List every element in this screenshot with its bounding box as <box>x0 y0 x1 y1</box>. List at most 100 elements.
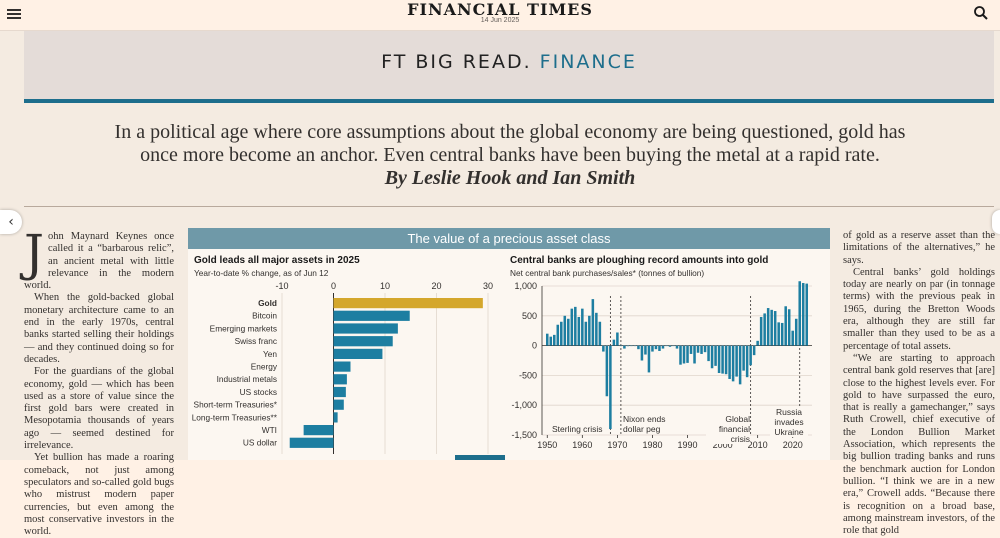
annotation-ukraine: Russia invades Ukraine <box>770 407 808 437</box>
scroll-indicator <box>455 455 505 460</box>
x-tick-label: -10 <box>275 281 288 291</box>
paragraph: “We are starting to approach central ban… <box>843 352 995 537</box>
bar <box>759 316 763 346</box>
x-tick-label: 1950 <box>537 440 557 450</box>
bar <box>574 306 577 346</box>
bar <box>289 437 334 448</box>
bar <box>333 412 338 423</box>
infographic-header: The value of a precious asset class <box>188 228 830 249</box>
bar <box>780 322 784 346</box>
paragraph: Yet bullion has made a roaring comeback,… <box>24 452 174 538</box>
bar <box>654 345 658 350</box>
bar <box>588 315 591 346</box>
bar <box>612 339 616 346</box>
bar <box>724 345 728 375</box>
bar <box>703 345 707 353</box>
search-icon[interactable] <box>973 5 989 21</box>
top-bar: FINANCIAL TIMES 14 Jun 2025 <box>0 0 1000 31</box>
category-label: US dollar <box>243 438 277 448</box>
y-tick-label: 500 <box>522 311 537 321</box>
bar <box>333 336 393 347</box>
bar <box>805 283 809 346</box>
paragraph: For the guardians of the global economy,… <box>24 366 174 452</box>
byline[interactable]: By Leslie Hook and Ian Smith <box>384 167 636 189</box>
bar <box>661 345 665 349</box>
annotation-sterling-crisis: Sterling crisis <box>552 424 603 434</box>
category-label: Emerging markets <box>210 323 277 333</box>
x-tick-label: 1970 <box>607 440 627 450</box>
bar <box>333 386 346 398</box>
annotation-gfc: Global financial crisis <box>706 414 750 444</box>
bar <box>545 333 549 346</box>
bar <box>567 318 570 346</box>
bar <box>623 345 626 349</box>
y-tick-label: 1,000 <box>514 281 537 291</box>
bar <box>742 345 745 371</box>
bar <box>770 309 773 346</box>
bar <box>714 345 717 366</box>
bar <box>584 321 588 346</box>
bar <box>549 336 553 346</box>
bar <box>721 345 724 374</box>
bar <box>693 345 696 364</box>
bar <box>602 345 605 352</box>
y-tick-label: -500 <box>519 370 537 380</box>
bar <box>735 345 738 377</box>
bar <box>696 345 700 353</box>
assets-bar-chart: -10 0 10 20 30 Gold Bitcoin Emerging markets Swi… <box>192 281 493 454</box>
bar <box>672 345 675 347</box>
bar <box>644 345 647 355</box>
bar <box>577 316 581 346</box>
standfirst: In a political age where core assumption… <box>100 121 920 167</box>
bar <box>689 345 693 354</box>
bar <box>563 315 567 346</box>
bar <box>651 345 654 352</box>
bar <box>598 321 602 346</box>
x-tick-label: 1980 <box>642 440 662 450</box>
bar <box>668 345 672 347</box>
x-tick-label: 2000 <box>713 440 733 450</box>
category-label: Gold <box>258 298 277 308</box>
category-label: Short-term Treasuries* <box>194 400 278 410</box>
chart1-title: Gold leads all major assets in 2025 <box>194 255 360 266</box>
banner-section[interactable]: FINANCE <box>539 51 637 73</box>
category-label: US stocks <box>240 387 277 397</box>
bar <box>763 313 766 346</box>
bar <box>801 283 805 346</box>
bar <box>616 332 619 346</box>
paragraph: of gold as a reserve asset than the limi… <box>843 230 995 266</box>
x-tick-label: 10 <box>380 281 390 291</box>
drop-cap: J <box>24 224 45 282</box>
bar <box>647 345 651 373</box>
chart1-subtitle: Year-to-date % change, as of Jun 12 <box>194 268 329 278</box>
bar <box>570 308 574 346</box>
next-page-button[interactable] <box>992 210 1000 234</box>
hamburger-menu-icon[interactable] <box>7 7 21 21</box>
bar <box>630 345 633 347</box>
bar <box>707 345 710 362</box>
x-tick-label: 0 <box>331 281 336 291</box>
category-label: Swiss franc <box>235 336 277 346</box>
bar <box>682 345 686 364</box>
x-tick-label: 2010 <box>748 440 768 450</box>
article-column-right: of gold as a reserve asset than the limi… <box>843 230 995 537</box>
masthead[interactable]: FINANCIAL TIMES <box>407 0 593 19</box>
bar <box>679 345 682 365</box>
bar <box>333 399 344 410</box>
bar <box>303 425 334 436</box>
chevron-left-icon: ‹ <box>8 214 14 230</box>
bar <box>777 322 780 346</box>
bar <box>333 323 398 334</box>
x-tick-label: 20 <box>431 281 441 291</box>
bar <box>619 345 623 347</box>
previous-page-button[interactable]: ‹ <box>0 210 22 234</box>
bar <box>333 361 351 372</box>
banner-prefix: FT BIG READ. <box>381 51 532 73</box>
bar <box>675 345 679 349</box>
section-banner: FT BIG READ. FINANCE <box>24 31 994 99</box>
x-tick-label: 30 <box>483 281 493 291</box>
standfirst-line: In a political age where core assumption… <box>114 121 906 143</box>
divider <box>24 206 994 207</box>
